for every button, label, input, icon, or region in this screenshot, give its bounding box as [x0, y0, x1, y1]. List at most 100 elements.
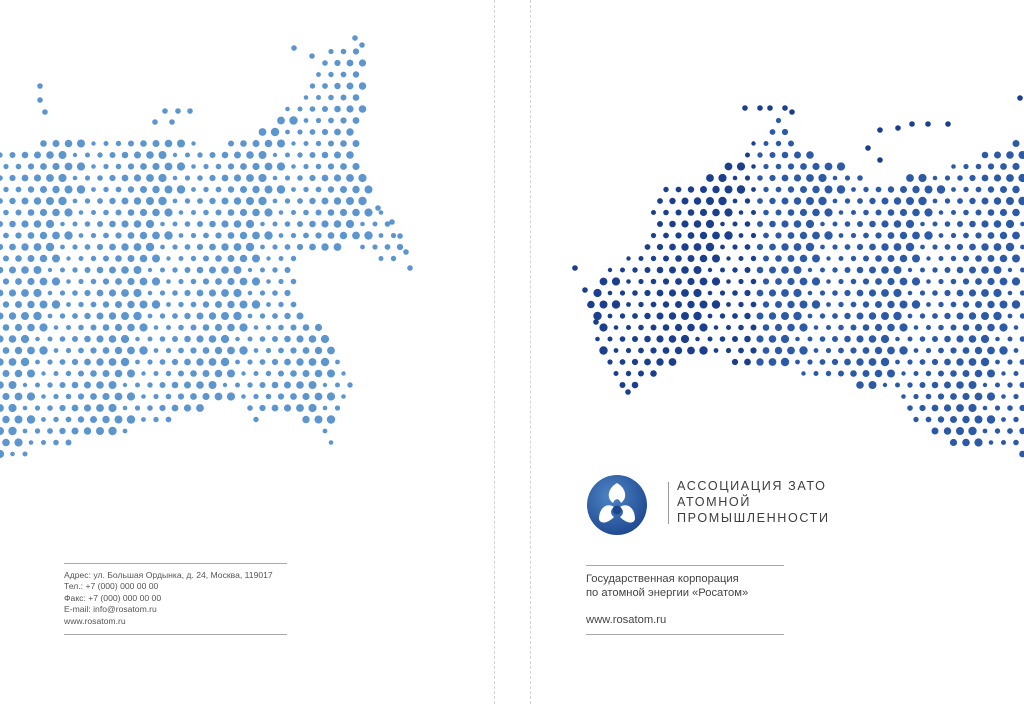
map-dot — [134, 151, 141, 159]
map-dot — [937, 393, 945, 400]
map-dot — [8, 403, 17, 413]
map-dot — [114, 369, 123, 378]
map-dot — [895, 382, 900, 388]
map-dot — [309, 106, 316, 112]
map-dot — [178, 256, 184, 261]
map-dot — [108, 289, 117, 297]
map-dot — [227, 346, 235, 355]
map-dot — [321, 243, 329, 251]
map-dot — [793, 197, 802, 205]
map-dot — [993, 197, 1002, 205]
map-dot — [340, 71, 347, 78]
map-dot — [613, 371, 619, 376]
map-dot — [178, 324, 184, 331]
map-dot — [838, 370, 844, 377]
map-dot — [172, 198, 178, 204]
map-dot — [303, 141, 309, 146]
map-dot — [258, 128, 267, 136]
map-dot — [253, 348, 259, 353]
map-dot — [14, 323, 23, 332]
map-dot — [228, 140, 234, 147]
map-dot — [278, 278, 284, 285]
map-dot — [675, 278, 682, 285]
map-dot — [14, 415, 23, 424]
map-dot — [968, 289, 977, 297]
map-dot — [850, 370, 857, 377]
map-dot — [96, 243, 104, 251]
map-dot — [1019, 450, 1024, 458]
map-dot — [46, 197, 54, 205]
map-dot — [296, 404, 304, 412]
map-dot — [364, 208, 373, 217]
map-dot — [8, 358, 17, 366]
map-dot — [90, 370, 97, 377]
map-dot — [807, 359, 813, 365]
map-dot — [165, 393, 172, 400]
map-dot — [260, 267, 265, 273]
map-dot — [335, 359, 340, 365]
map-dot — [619, 290, 626, 296]
map-dot — [0, 381, 4, 389]
map-dot — [240, 140, 247, 147]
map-dot — [974, 346, 983, 355]
map-dot — [121, 197, 129, 205]
map-dot — [265, 370, 272, 377]
map-dot — [172, 244, 178, 250]
map-dot — [957, 198, 963, 204]
map-dot — [97, 198, 103, 204]
map-dot — [924, 185, 933, 194]
map-dot — [707, 336, 713, 342]
map-dot — [818, 196, 827, 206]
map-dot — [738, 256, 744, 261]
map-dot — [290, 232, 297, 239]
map-dot — [906, 197, 914, 205]
map-dot — [151, 300, 161, 309]
map-dot — [266, 279, 271, 284]
map-dot — [316, 95, 321, 100]
map-dot — [656, 358, 664, 366]
map-dot — [37, 97, 43, 103]
map-dot — [33, 220, 42, 228]
map-dot — [303, 95, 309, 100]
map-dot — [290, 301, 297, 308]
map-dot — [76, 162, 86, 171]
map-dot — [775, 255, 782, 262]
map-dot — [346, 197, 354, 205]
map-dot — [178, 278, 184, 285]
map-dot — [932, 290, 938, 296]
map-dot — [607, 336, 613, 342]
map-dot — [8, 426, 17, 436]
map-dot — [133, 243, 142, 251]
map-dot — [66, 279, 71, 284]
map-dot — [245, 219, 255, 229]
map-dot — [152, 254, 160, 263]
map-dot — [981, 312, 989, 320]
map-dot — [919, 404, 926, 412]
map-dot — [0, 266, 4, 274]
map-dot — [58, 151, 67, 159]
map-dot — [844, 267, 851, 273]
map-dot — [695, 336, 700, 342]
map-dot — [969, 243, 976, 251]
map-dot — [901, 371, 906, 376]
map-dot — [352, 162, 360, 171]
map-dot — [120, 334, 130, 344]
map-dot — [278, 233, 284, 238]
map-dot — [1017, 95, 1023, 101]
map-dot — [681, 312, 689, 320]
map-dot — [197, 175, 203, 181]
map-dot — [322, 382, 328, 388]
map-dot — [875, 301, 882, 308]
map-dot — [121, 174, 129, 182]
map-dot — [84, 198, 91, 204]
map-dot — [962, 278, 970, 285]
map-dot — [178, 210, 184, 215]
map-dot — [265, 393, 272, 400]
map-dot — [625, 389, 631, 395]
map-dot — [963, 232, 969, 239]
map-dot — [147, 382, 153, 388]
map-dot — [912, 231, 920, 240]
map-dot — [184, 244, 191, 250]
map-dot — [1001, 440, 1006, 445]
map-dot — [127, 186, 135, 193]
